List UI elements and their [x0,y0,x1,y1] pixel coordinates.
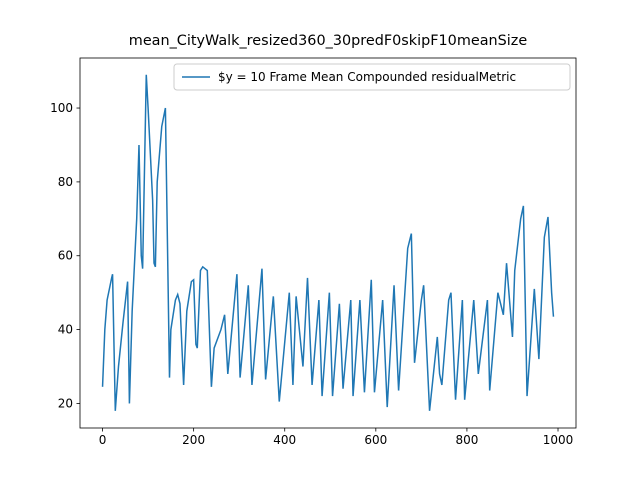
y-tick-label: 60 [58,249,73,263]
x-tick-label: 800 [455,433,478,447]
y-tick-label: 20 [58,396,73,410]
x-tick-label: 400 [273,433,296,447]
chart-title: mean_CityWalk_resized360_30predF0skipF10… [129,33,528,49]
x-tick-label: 600 [364,433,387,447]
y-tick-label: 100 [50,101,73,115]
x-tick-label: 0 [99,433,107,447]
y-tick-label: 80 [58,175,73,189]
legend-box [173,63,571,91]
legend-label: $y = 10 Frame Mean Compounded residualMe… [218,70,516,84]
y-tick-label: 40 [58,323,73,337]
x-tick-label: 1000 [543,433,574,447]
x-tick-label: 200 [182,433,205,447]
line-series [101,74,555,411]
plot-frame [79,57,577,429]
